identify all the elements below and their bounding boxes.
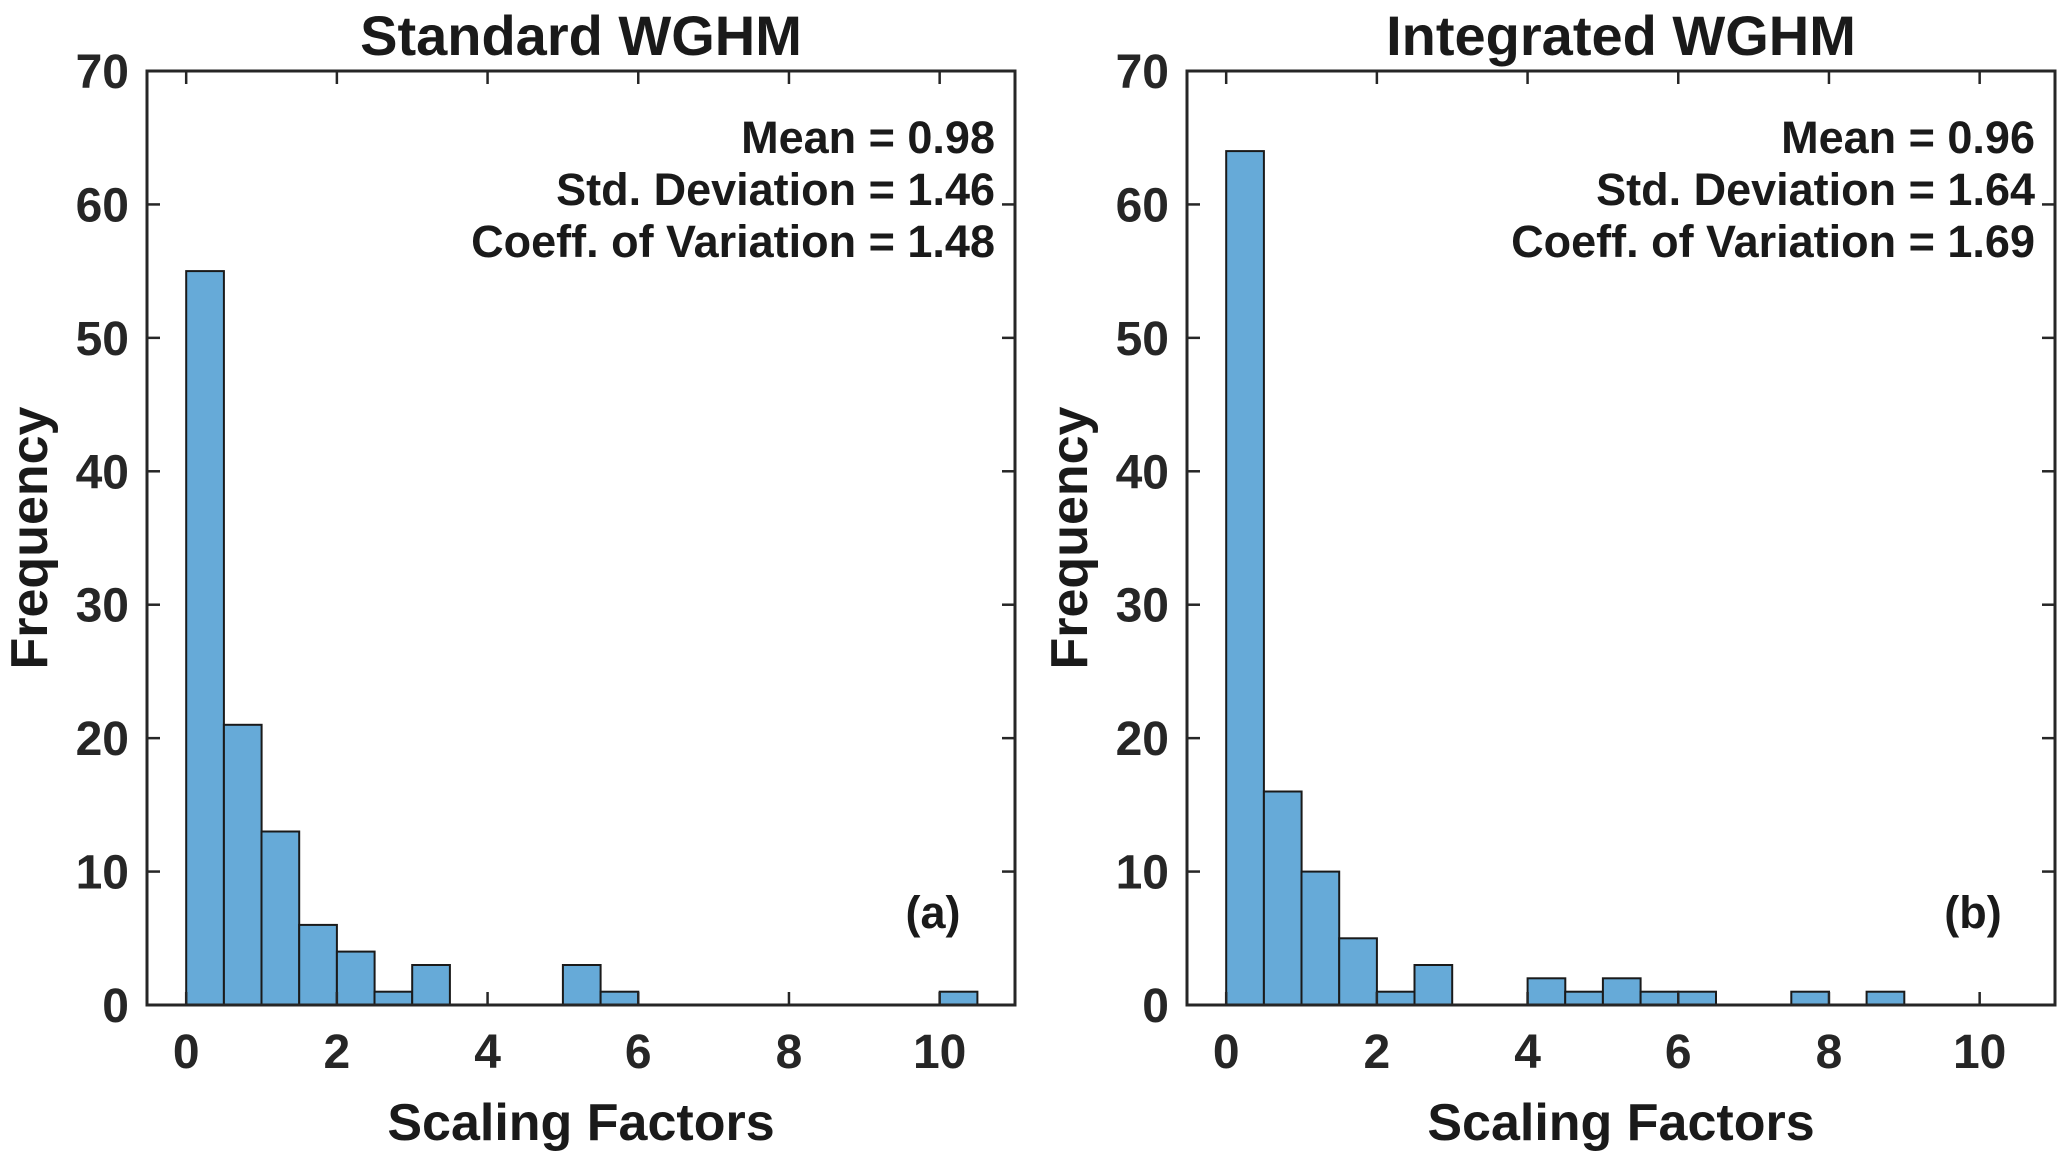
- stats-std-deviation: Std. Deviation = 1.46: [556, 164, 995, 215]
- x-tick-label: 10: [913, 1026, 966, 1079]
- y-tick-label: 50: [76, 313, 129, 366]
- y-tick-label: 40: [76, 446, 129, 499]
- histogram-bar: [222, 723, 263, 1006]
- x-tick-label: 4: [474, 1026, 501, 1079]
- x-tick-label: 2: [324, 1026, 351, 1079]
- x-tick-label: 6: [1665, 1026, 1692, 1079]
- stats-mean: Mean = 0.96: [1781, 112, 2035, 163]
- x-tick-label: 0: [173, 1026, 200, 1079]
- x-tick-label: 0: [1213, 1026, 1240, 1079]
- x-tick-label: 2: [1364, 1026, 1391, 1079]
- y-tick-label: 30: [76, 580, 129, 633]
- y-tick-label: 70: [76, 46, 129, 99]
- chart-b-panel-label: (b): [1944, 887, 2002, 938]
- x-tick-label: 4: [1514, 1026, 1541, 1079]
- y-tick-label: 40: [1116, 446, 1169, 499]
- y-tick-label: 60: [1116, 179, 1169, 232]
- x-tick-label: 6: [625, 1026, 652, 1079]
- histogram-bar: [1639, 990, 1680, 1007]
- y-tick-label: 20: [76, 713, 129, 766]
- histogram-bar: [1677, 990, 1718, 1007]
- y-tick-label: 70: [1116, 46, 1169, 99]
- histogram-bar: [373, 990, 414, 1007]
- histogram-bar: [1601, 977, 1642, 1006]
- stats-std-deviation: Std. Deviation = 1.64: [1596, 164, 2035, 215]
- histogram-bar: [1790, 990, 1831, 1007]
- y-tick-label: 10: [76, 847, 129, 900]
- y-tick-label: 60: [76, 179, 129, 232]
- x-tick-label: 8: [1816, 1026, 1843, 1079]
- plot-border: [1185, 69, 2057, 1007]
- chart-b-y-axis-label: Frequency: [1041, 406, 1099, 670]
- chart-a-y-axis-label: Frequency: [1, 406, 59, 670]
- histogram-bar: [335, 950, 376, 1006]
- y-tick-label: 0: [102, 980, 129, 1033]
- chart-b-x-axis-label: Scaling Factors: [1427, 1094, 1815, 1152]
- histogram-bar: [1338, 937, 1378, 1006]
- histogram-bar: [1564, 990, 1604, 1007]
- histogram-bar: [1225, 150, 1265, 1007]
- histogram-bar: [1413, 964, 1454, 1006]
- stats-coeff-of-variation: Coeff. of Variation = 1.48: [471, 216, 995, 267]
- x-tick-label: 10: [1953, 1026, 2006, 1079]
- chart-a-stats-block: Mean = 0.98 Std. Deviation = 1.46 Coeff.…: [147, 112, 995, 268]
- y-tick-label: 0: [1142, 980, 1169, 1033]
- histogram-bar: [1526, 977, 1567, 1006]
- x-tick-label: 8: [776, 1026, 803, 1079]
- histogram-bar: [1865, 990, 1906, 1007]
- chart-b-title: Integrated WGHM: [1386, 4, 1856, 67]
- y-tick-label: 30: [1116, 580, 1169, 633]
- plot-border: [145, 69, 1017, 1007]
- histogram-bar: [411, 964, 451, 1006]
- chart-a-title: Standard WGHM: [360, 4, 802, 67]
- histogram-bar: [298, 923, 338, 1007]
- stats-coeff-of-variation: Coeff. of Variation = 1.69: [1511, 216, 2035, 267]
- histogram-bar: [1300, 870, 1341, 1006]
- chart-a-panel-label: (a): [905, 887, 961, 938]
- histogram-bar: [561, 964, 602, 1006]
- histogram-bar: [185, 270, 225, 1007]
- stats-mean: Mean = 0.98: [741, 112, 995, 163]
- chart-b-stats-block: Mean = 0.96 Std. Deviation = 1.64 Coeff.…: [1187, 112, 2035, 268]
- histogram-bar: [1375, 990, 1416, 1007]
- histogram-bar: [599, 990, 640, 1007]
- chart-a-x-axis-label: Scaling Factors: [387, 1094, 775, 1152]
- histogram-bar: [260, 830, 301, 1006]
- y-tick-label: 50: [1116, 313, 1169, 366]
- histogram-bar: [938, 990, 979, 1007]
- y-tick-label: 10: [1116, 847, 1169, 900]
- histogram-bar: [1262, 790, 1303, 1006]
- y-tick-label: 20: [1116, 713, 1169, 766]
